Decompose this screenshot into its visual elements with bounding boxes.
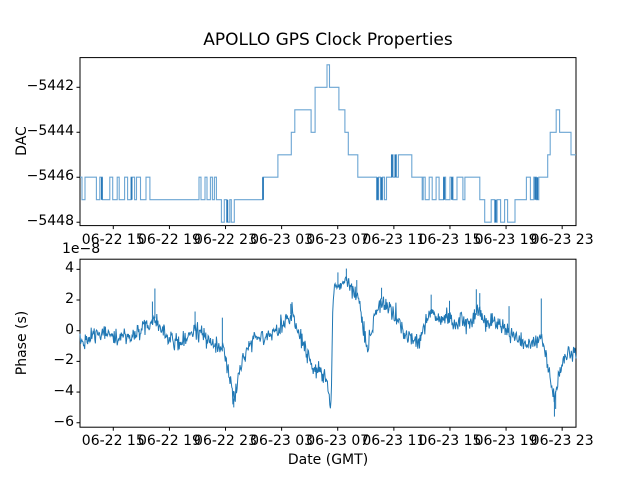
phase-line bbox=[79, 276, 577, 409]
x-tick-label: 06-22 19 bbox=[137, 231, 201, 248]
y-offset-text: 1e−8 bbox=[62, 241, 101, 257]
figure-title: APOLLO GPS Clock Properties bbox=[203, 30, 453, 50]
y-tick-label: −4 bbox=[53, 383, 74, 400]
top-axes-frame bbox=[79, 57, 577, 227]
x-tick-label: 06-22 15 bbox=[81, 433, 145, 450]
bottom-axes-frame bbox=[79, 258, 577, 428]
phase-axis-label: Phase (s) bbox=[13, 310, 30, 376]
x-tick-label: 06-22 23 bbox=[194, 231, 257, 248]
y-tick-label: −5448 bbox=[26, 213, 74, 230]
x-tick-label: 06-23 03 bbox=[250, 231, 314, 248]
y-tick-label: −5446 bbox=[26, 168, 74, 185]
date-axis-label: Date (GMT) bbox=[287, 452, 369, 468]
y-tick-label: 4 bbox=[65, 260, 74, 277]
x-tick-label: 06-22 23 bbox=[194, 433, 257, 450]
y-tick-label: 2 bbox=[65, 291, 74, 307]
x-tick-label: 06-22 19 bbox=[137, 433, 201, 450]
x-tick-label: 06-23 07 bbox=[306, 231, 370, 248]
y-tick-label: −6 bbox=[53, 413, 74, 430]
x-tick-label: 06-23 11 bbox=[362, 231, 426, 248]
y-tick-label: −5444 bbox=[26, 123, 74, 140]
x-tick-label: 06-23 15 bbox=[418, 433, 482, 450]
x-tick-label: 06-22 15 bbox=[81, 231, 145, 248]
x-tick-label: 06-23 11 bbox=[362, 433, 426, 450]
x-tick-label: 06-23 23 bbox=[530, 231, 594, 248]
x-tick-label: 06-23 15 bbox=[418, 231, 482, 248]
dac-step-line bbox=[80, 64, 576, 223]
x-tick-label: 06-23 19 bbox=[474, 433, 538, 450]
x-tick-label: 06-23 07 bbox=[306, 433, 370, 450]
x-tick-label: 06-23 03 bbox=[250, 433, 314, 450]
x-tick-label: 06-23 23 bbox=[530, 433, 594, 450]
y-tick-label: −5442 bbox=[26, 78, 74, 95]
y-tick-label: 0 bbox=[65, 321, 74, 338]
x-tick-label: 06-23 19 bbox=[474, 231, 538, 248]
y-tick-label: −2 bbox=[53, 352, 74, 369]
